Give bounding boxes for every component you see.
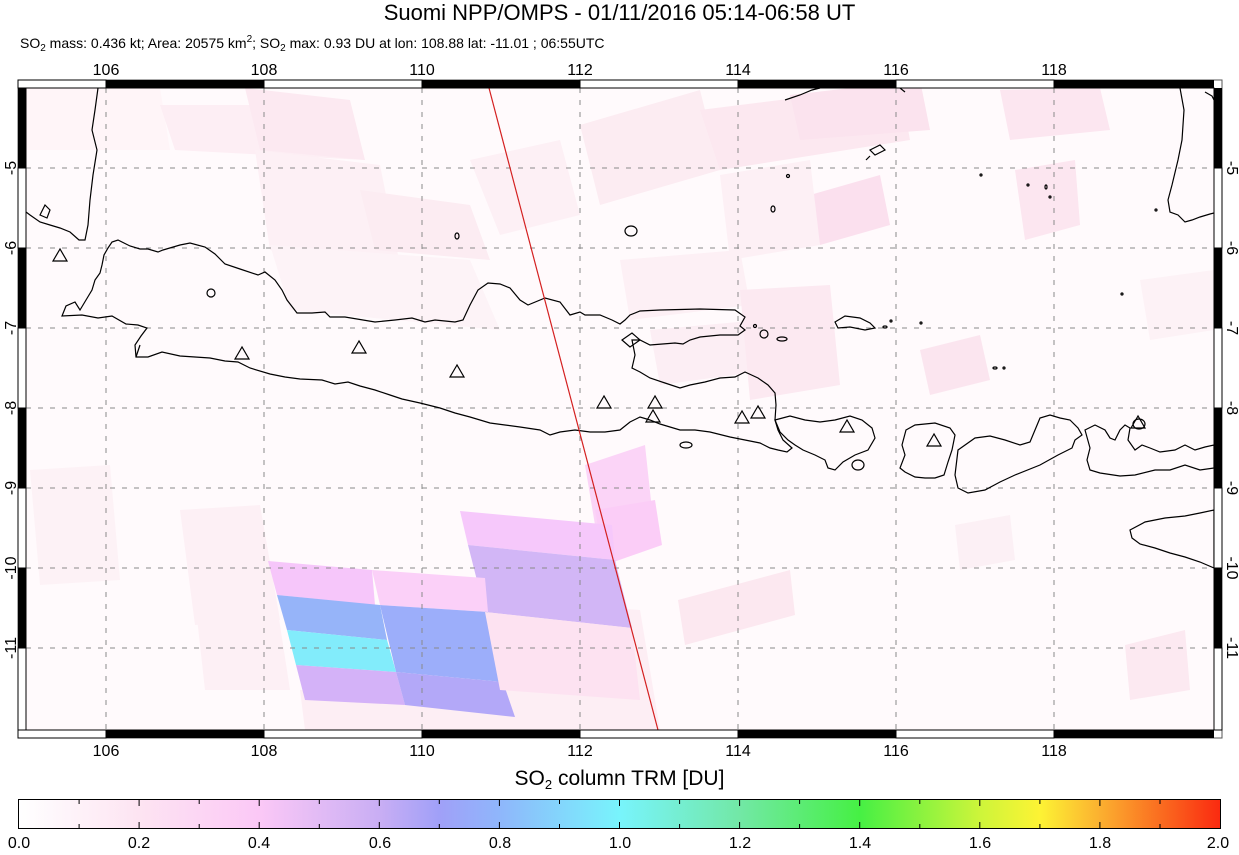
lat-tick-label: -7 xyxy=(1223,320,1239,336)
colorbar-title-text: column TRM [DU] xyxy=(552,767,725,790)
lat-tick-label: -8 xyxy=(3,400,20,416)
volcano-icon xyxy=(1129,414,1147,429)
lat-tick-label: -9 xyxy=(3,480,20,496)
colorbar-label: 0.6 xyxy=(368,835,392,852)
lon-tick-label: 118 xyxy=(1041,743,1067,760)
stats-max-sub: 2 xyxy=(280,43,286,54)
stats-mass-text: mass: 0.436 kt; Area: 20575 km xyxy=(45,35,247,51)
lat-tick-label: -6 xyxy=(1223,240,1239,256)
lon-tick-label: 116 xyxy=(883,62,909,79)
colorbar-title: SO2 column TRM [DU] xyxy=(0,766,1239,792)
colorbar-title-prefix: SO xyxy=(514,767,545,790)
so2-map xyxy=(17,79,1223,739)
colorbar-label: 2.0 xyxy=(1206,835,1230,852)
lon-tick-label: 108 xyxy=(250,62,278,79)
stats-mass-sub: 2 xyxy=(40,43,46,54)
colorbar-title-sub: 2 xyxy=(544,777,553,792)
volcano-icon xyxy=(595,394,613,409)
map-title: Suomi NPP/OMPS - 01/11/2016 05:14-06:58 … xyxy=(383,0,856,25)
stats-max-text: max: 0.93 DU at lon: 108.88 lat: -11.01 … xyxy=(285,35,605,51)
lat-tick-label: -11 xyxy=(1223,637,1239,659)
volcano-icon xyxy=(838,418,856,433)
volcano-icon xyxy=(233,345,251,360)
so2-stats-line: SO2 mass: 0.436 kt; Area: 20575 km2; SO2… xyxy=(20,34,605,54)
volcano-icon xyxy=(644,408,662,423)
lat-tick-label: -8 xyxy=(1223,400,1239,416)
lon-tick-label: 116 xyxy=(883,743,909,760)
lat-tick-label: -10 xyxy=(1223,556,1239,580)
colorbar-label: 0.2 xyxy=(127,835,151,852)
colorbar-label: 1.2 xyxy=(728,835,752,852)
lon-tick-label: 106 xyxy=(92,62,120,79)
lon-tick-label: 118 xyxy=(1041,62,1067,79)
lon-tick-label: 110 xyxy=(409,62,435,79)
lon-tick-label: 112 xyxy=(567,62,593,79)
lat-tick-label: -5 xyxy=(1223,160,1239,176)
volcano-icon xyxy=(646,394,664,409)
stats-mass-prefix: SO xyxy=(20,35,41,51)
volcano-icon xyxy=(733,409,751,424)
lon-tick-label: 108 xyxy=(250,743,278,760)
colorbar-label: 1.0 xyxy=(608,835,632,852)
volcano-markers xyxy=(51,247,1147,447)
lon-tick-label: 106 xyxy=(92,743,120,760)
colorbar-label: 1.8 xyxy=(1088,835,1112,852)
lat-tick-label: -9 xyxy=(1223,480,1239,496)
volcano-icon xyxy=(448,363,466,378)
top-scale-bar xyxy=(17,79,1214,89)
lon-tick-label: 110 xyxy=(409,743,435,760)
orbit-track-line xyxy=(488,87,659,731)
lon-tick-label: 114 xyxy=(725,743,751,760)
lat-tick-label: -7 xyxy=(3,320,20,336)
right-scale-bar xyxy=(1213,88,1223,731)
bottom-scale-bar xyxy=(17,729,1214,739)
so2-pixels xyxy=(26,88,1214,730)
volcano-icon xyxy=(925,432,943,447)
colorbar-ticks xyxy=(78,800,1161,828)
lat-tick-label: -6 xyxy=(3,240,20,256)
stats-max-prefix: ; SO xyxy=(252,35,281,51)
lat-tick-label: -5 xyxy=(3,160,20,176)
colorbar-label: 1.4 xyxy=(848,835,872,852)
left-scale-bar xyxy=(17,88,27,731)
colorbar-label: 1.6 xyxy=(968,835,992,852)
lon-tick-label: 112 xyxy=(567,743,593,760)
stats-area-sup: 2 xyxy=(246,34,253,45)
volcano-icon xyxy=(51,247,69,262)
colorbar-label: 0.0 xyxy=(7,835,31,852)
colorbar-label: 0.4 xyxy=(247,835,271,852)
volcano-icon xyxy=(749,404,767,419)
coastlines xyxy=(26,88,1214,569)
colorbar-label: 0.8 xyxy=(488,835,512,852)
lat-tick-label: -11 xyxy=(3,637,20,659)
colorbar xyxy=(18,799,1221,829)
lon-tick-label: 114 xyxy=(725,62,751,79)
volcano-icon xyxy=(350,339,368,354)
lat-tick-label: -10 xyxy=(3,556,20,580)
